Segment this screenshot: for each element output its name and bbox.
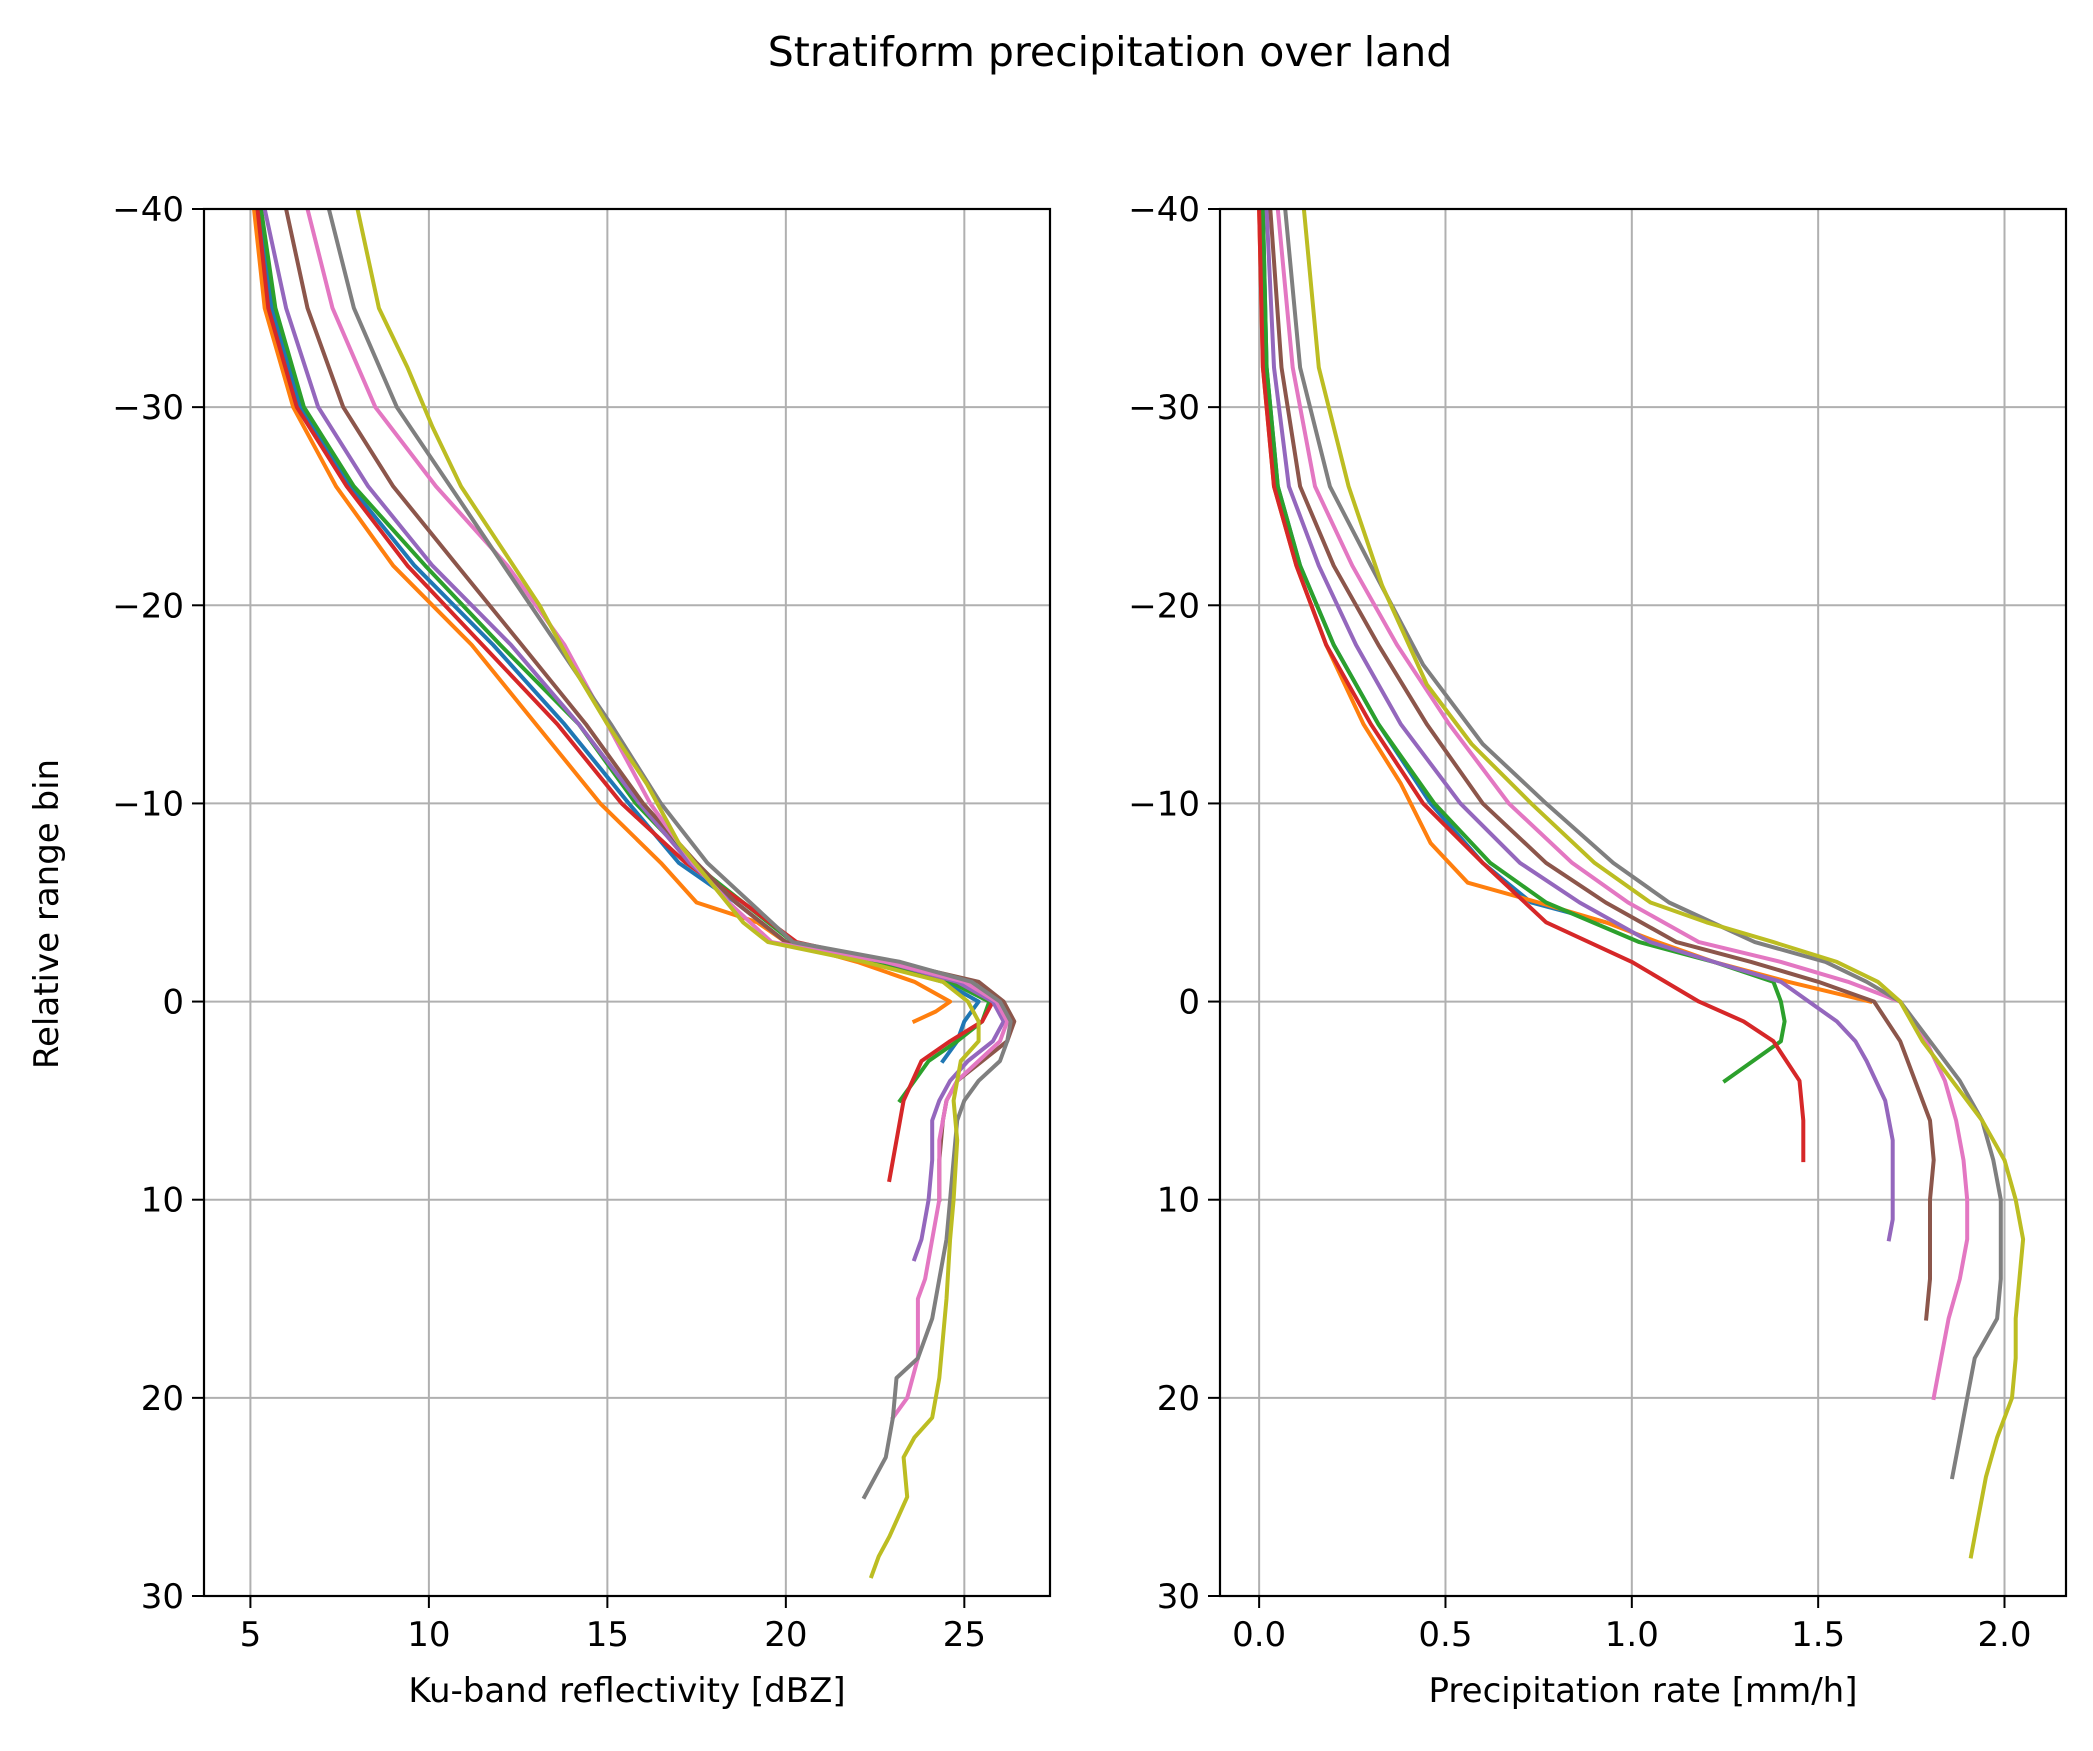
y-tick-label: −30 <box>1128 388 1200 428</box>
x-tick-label: 0.0 <box>1232 1615 1286 1655</box>
series-line-5 <box>1264 209 1895 1242</box>
x-axis-label: Ku-band reflectivity [dBZ] <box>408 1671 845 1711</box>
y-tick-label: 30 <box>1157 1577 1200 1617</box>
reflectivity-panel: 5 10 15 20 25 −40 −30 −20 −10 0 10 20 30 Ku-band refl… <box>112 190 1052 1711</box>
series-line-4 <box>1257 209 1806 1163</box>
y-tick-label: −20 <box>112 586 184 626</box>
x-axis-label: Precipitation rate [mm/h] <box>1429 1671 1858 1711</box>
y-tick-label: −10 <box>1128 784 1200 824</box>
series-line-2 <box>251 209 953 1025</box>
y-tick-label: 0 <box>1178 983 1200 1023</box>
series-line-9 <box>355 209 981 1579</box>
axes-frame <box>1218 207 2068 1598</box>
series-line-7 <box>1275 209 1970 1401</box>
series-line-9 <box>1301 209 2026 1559</box>
x-tick-label: 10 <box>407 1615 450 1655</box>
x-tick-label: 5 <box>240 1615 262 1655</box>
x-tick-label: 15 <box>586 1615 629 1655</box>
y-axis-label: Relative range bin <box>27 759 67 1069</box>
y-tick-label: −40 <box>112 190 184 230</box>
figure-title: Stratiform precipitation over land <box>768 28 1453 76</box>
y-tick-label: −40 <box>1128 190 1200 230</box>
series-line-3 <box>1260 209 1787 1084</box>
x-tick-label: 25 <box>943 1615 986 1655</box>
y-tick-label: 0 <box>162 983 184 1023</box>
axes-frame <box>202 207 1052 1598</box>
y-tick-label: 30 <box>141 1577 184 1617</box>
x-tick-label: 1.0 <box>1605 1615 1659 1655</box>
y-tick-label: −20 <box>1128 586 1200 626</box>
series-line-8 <box>326 209 1013 1500</box>
x-tick-label: 20 <box>764 1615 807 1655</box>
y-tick-label: −10 <box>112 784 184 824</box>
y-tick-label: −30 <box>112 388 184 428</box>
y-tick-label: 10 <box>1157 1181 1200 1221</box>
precipitation-rate-panel: 0.0 0.5 1.0 1.5 2.0 −40 −30 −20 −10 0 10 20 30 Precip… <box>1128 190 2068 1711</box>
series-line-6 <box>1268 209 1936 1321</box>
y-tick-label: 20 <box>141 1379 184 1419</box>
series-line-1 <box>255 209 981 1064</box>
x-tick-label: 1.5 <box>1791 1615 1845 1655</box>
x-tick-label: 2.0 <box>1977 1615 2031 1655</box>
y-tick-label: 10 <box>141 1181 184 1221</box>
y-tick-label: 20 <box>1157 1379 1200 1419</box>
x-tick-label: 0.5 <box>1418 1615 1472 1655</box>
